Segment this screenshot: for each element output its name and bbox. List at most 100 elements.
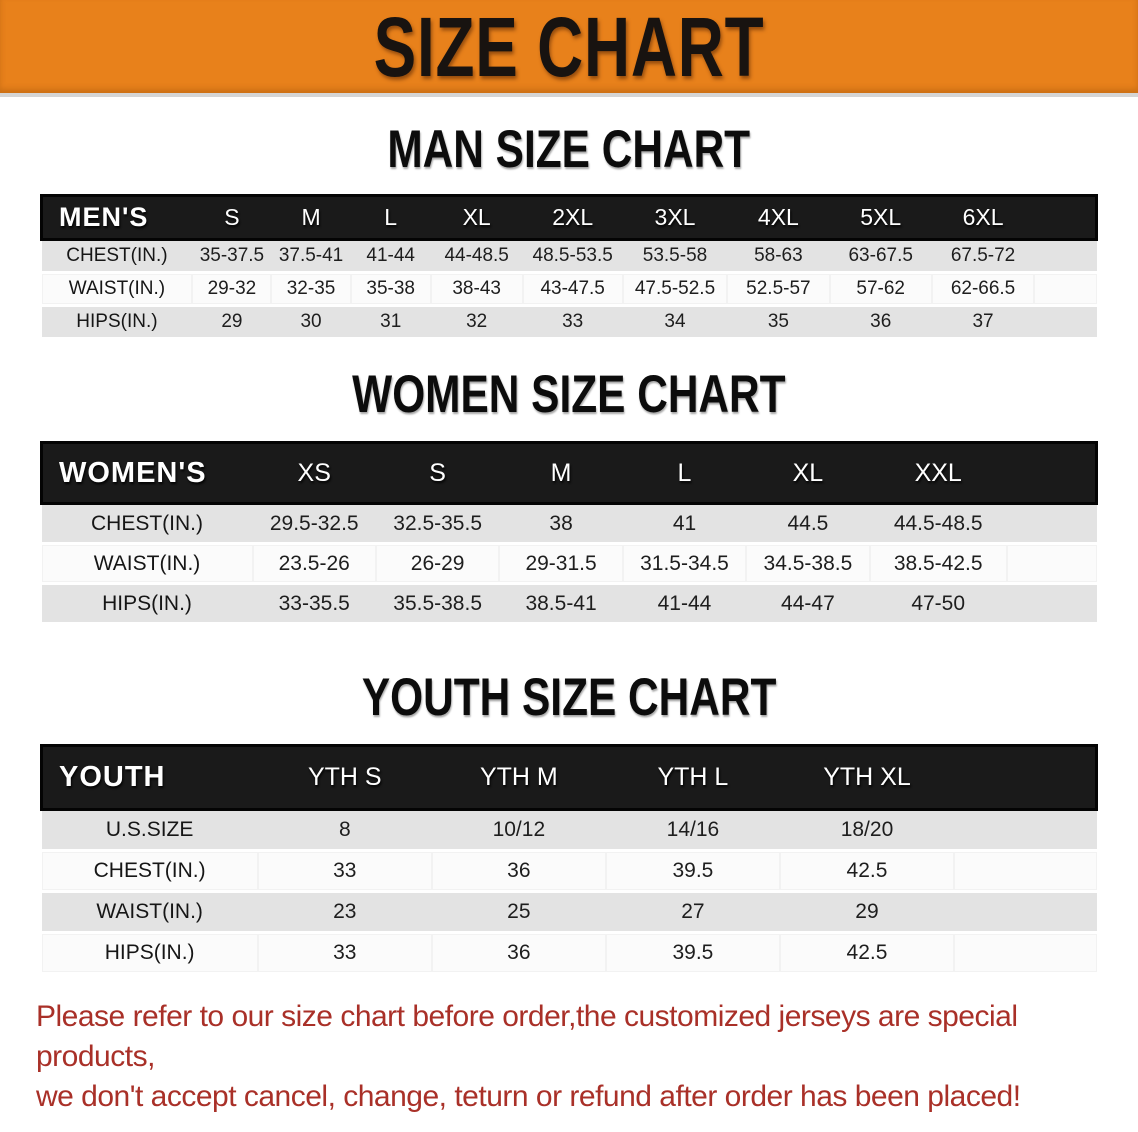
filler-cell	[1006, 442, 1097, 504]
value-cell: 42.5	[779, 850, 955, 893]
women-chart-heading-text: WOMEN SIZE CHART	[352, 365, 786, 424]
table-row: WAIST(IN.) 23.5-26 26-29 29-31.5 31.5-34…	[41, 543, 1097, 585]
youth-size-table: YOUTH YTH S YTH M YTH L YTH XL U.S.SIZE …	[40, 744, 1098, 975]
disclaimer-line-1: Please refer to our size chart before or…	[36, 1000, 1018, 1073]
value-cell: 36	[829, 305, 932, 340]
size-header-cell: L	[622, 442, 747, 504]
row-label-cell: WAIST(IN.)	[41, 543, 253, 585]
men-size-section: MAN SIZE CHART MEN'S S M L XL 2XL 3XL 4X…	[0, 123, 1138, 340]
filler-cell	[954, 808, 1097, 852]
value-cell: 31	[350, 305, 431, 340]
value-cell: 37	[931, 305, 1035, 340]
value-cell: 41-44	[622, 583, 747, 625]
value-cell: 37.5-41	[271, 238, 351, 274]
size-header-cell: 4XL	[727, 195, 830, 240]
row-label-cell: CHEST(IN.)	[41, 502, 253, 545]
value-cell: 32-35	[271, 272, 351, 307]
value-cell: 41	[622, 502, 747, 545]
value-cell: 33	[522, 305, 623, 340]
value-cell: 33	[257, 932, 432, 975]
size-header-cell: 2XL	[522, 195, 623, 240]
table-title-cell: WOMEN'S	[41, 442, 253, 504]
size-header-cell: YTH S	[257, 745, 432, 810]
value-cell: 31.5-34.5	[622, 543, 747, 585]
table-row: HIPS(IN.) 33 36 39.5 42.5	[41, 932, 1097, 975]
table-row: WAIST(IN.) 29-32 32-35 35-38 38-43 43-47…	[41, 272, 1097, 307]
value-cell: 58-63	[727, 238, 830, 274]
value-cell: 35-37.5	[192, 238, 272, 274]
value-cell: 67.5-72	[931, 238, 1035, 274]
youth-chart-heading-text: YOUTH SIZE CHART	[361, 668, 777, 727]
filler-cell	[1034, 238, 1097, 274]
size-header-cell: L	[350, 195, 431, 240]
value-cell: 29-32	[192, 272, 272, 307]
filler-cell	[1034, 272, 1097, 307]
value-cell: 44.5	[746, 502, 870, 545]
value-cell: 42.5	[779, 932, 955, 975]
value-cell: 53.5-58	[622, 238, 728, 274]
table-row: U.S.SIZE 8 10/12 14/16 18/20	[41, 808, 1097, 852]
size-header-cell: S	[192, 195, 272, 240]
size-header-cell: YTH M	[431, 745, 606, 810]
filler-cell	[954, 932, 1097, 975]
value-cell: 34	[622, 305, 728, 340]
value-cell: 63-67.5	[829, 238, 932, 274]
value-cell: 18/20	[779, 808, 955, 852]
filler-cell	[1034, 195, 1097, 240]
filler-cell	[1006, 583, 1097, 625]
row-label-cell: WAIST(IN.)	[41, 272, 193, 307]
value-cell: 25	[431, 891, 606, 934]
table-row: CHEST(IN.) 35-37.5 37.5-41 41-44 44-48.5…	[41, 238, 1097, 274]
table-title-cell: MEN'S	[41, 195, 193, 240]
value-cell: 44-48.5	[430, 238, 523, 274]
value-cell: 57-62	[829, 272, 932, 307]
men-chart-heading-text: MAN SIZE CHART	[387, 120, 751, 179]
table-row: HIPS(IN.) 29 30 31 32 33 34 35 36 37	[41, 305, 1097, 340]
women-chart-heading: WOMEN SIZE CHART	[40, 368, 1098, 421]
value-cell: 30	[271, 305, 351, 340]
value-cell: 29.5-32.5	[252, 502, 376, 545]
value-cell: 14/16	[605, 808, 780, 852]
value-cell: 41-44	[350, 238, 431, 274]
row-label-cell: HIPS(IN.)	[41, 305, 193, 340]
men-chart-heading: MAN SIZE CHART	[40, 123, 1098, 176]
value-cell: 38.5-42.5	[869, 543, 1007, 585]
value-cell: 48.5-53.5	[522, 238, 623, 274]
value-cell: 39.5	[605, 932, 780, 975]
value-cell: 52.5-57	[727, 272, 830, 307]
value-cell: 32.5-35.5	[375, 502, 500, 545]
table-header-row: YOUTH YTH S YTH M YTH L YTH XL	[41, 745, 1097, 810]
size-header-cell: M	[499, 442, 623, 504]
size-header-cell: S	[375, 442, 500, 504]
value-cell: 62-66.5	[931, 272, 1035, 307]
value-cell: 23.5-26	[252, 543, 376, 585]
size-header-cell: M	[271, 195, 351, 240]
value-cell: 29-31.5	[499, 543, 623, 585]
value-cell: 26-29	[375, 543, 500, 585]
value-cell: 34.5-38.5	[746, 543, 870, 585]
value-cell: 35.5-38.5	[375, 583, 500, 625]
value-cell: 33-35.5	[252, 583, 376, 625]
size-header-cell: XL	[430, 195, 523, 240]
row-label-cell: HIPS(IN.)	[41, 583, 253, 625]
size-header-cell: 5XL	[829, 195, 932, 240]
filler-cell	[1034, 305, 1097, 340]
disclaimer: Please refer to our size chart before or…	[0, 997, 1138, 1117]
size-header-cell: 3XL	[622, 195, 728, 240]
filler-cell	[954, 745, 1097, 810]
size-header-cell: XS	[252, 442, 376, 504]
size-header-cell: 6XL	[931, 195, 1035, 240]
size-header-cell: YTH L	[605, 745, 780, 810]
value-cell: 27	[605, 891, 780, 934]
filler-cell	[1006, 543, 1097, 585]
value-cell: 23	[257, 891, 432, 934]
value-cell: 29	[192, 305, 272, 340]
filler-cell	[954, 850, 1097, 893]
table-row: HIPS(IN.) 33-35.5 35.5-38.5 38.5-41 41-4…	[41, 583, 1097, 625]
value-cell: 32	[430, 305, 523, 340]
table-header-row: WOMEN'S XS S M L XL XXL	[41, 442, 1097, 504]
value-cell: 44.5-48.5	[869, 502, 1007, 545]
value-cell: 43-47.5	[522, 272, 623, 307]
value-cell: 47-50	[869, 583, 1007, 625]
filler-cell	[1006, 502, 1097, 545]
